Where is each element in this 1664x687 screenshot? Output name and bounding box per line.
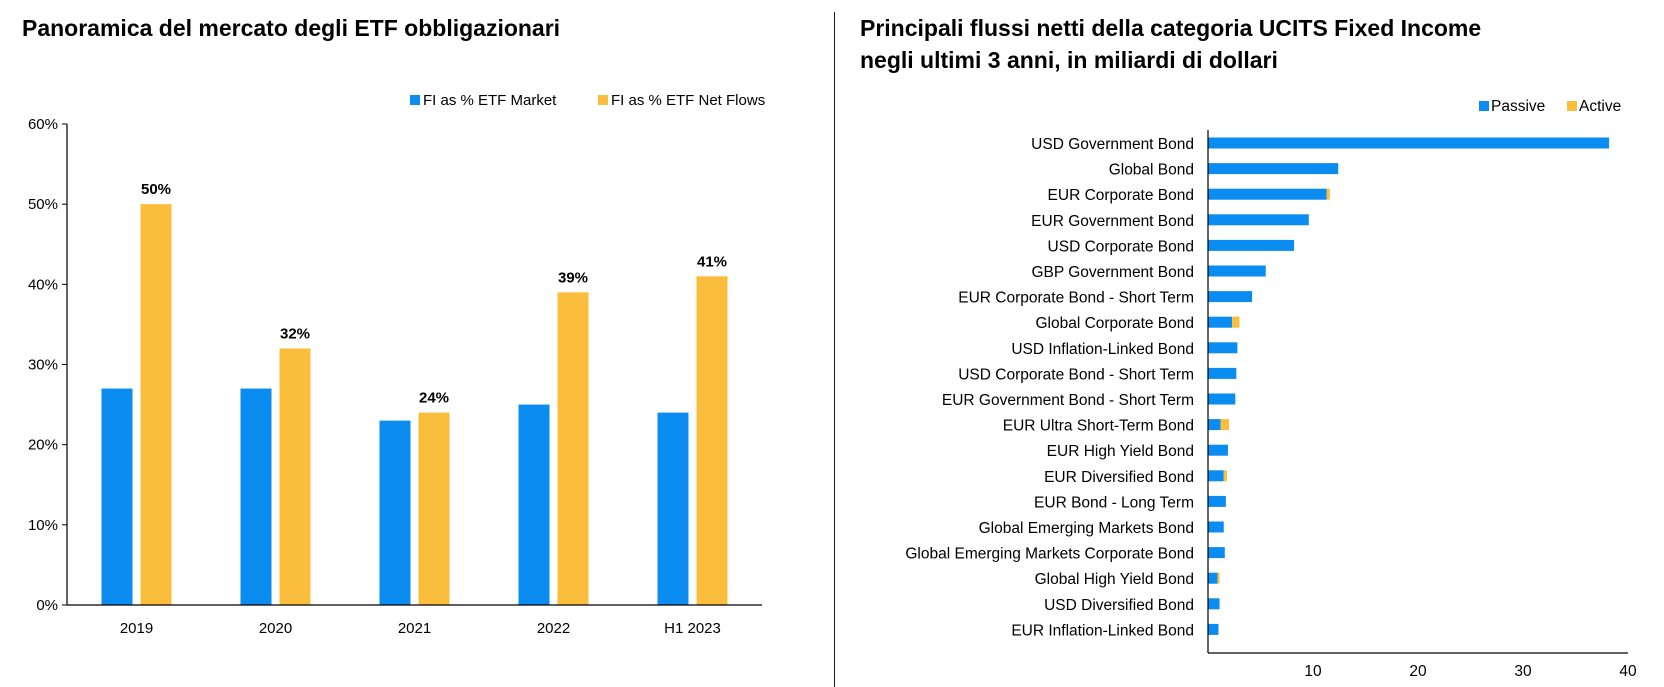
legend-swatch-passive	[1479, 101, 1489, 111]
category-label-gbp-government-bond: GBP Government Bond	[1031, 264, 1194, 281]
category-label-eur-government-bond: EUR Government Bond	[1031, 213, 1194, 230]
bar-passive-usd-inflation-linked-bond	[1208, 342, 1238, 354]
data-label-2022: 39%	[558, 269, 588, 286]
bar-fi-as-etf-market-2021	[379, 420, 411, 605]
category-label-global-emerging-markets-bond: Global Emerging Markets Bond	[979, 520, 1194, 537]
data-label-2020: 32%	[280, 325, 310, 342]
bar-active-global-high-yield-bond	[1217, 572, 1220, 584]
category-label-eur-high-yield-bond: EUR High Yield Bond	[1047, 443, 1194, 460]
bar-passive-global-emerging-markets-corporate-bond	[1208, 547, 1225, 559]
right-chart-title-line-1: Principali flussi netti della categoria …	[860, 15, 1482, 41]
bar-fi-as-etf-net-flows-2022	[557, 292, 589, 605]
category-label-eur-diversified-bond: EUR Diversified Bond	[1044, 469, 1194, 486]
bar-fi-as-etf-market-2019	[101, 388, 133, 605]
x-tick-label: 30	[1514, 663, 1532, 680]
y-tick-label: 10%	[28, 517, 58, 534]
left-chart-title: Panoramica del mercato degli ETF obbliga…	[22, 15, 561, 41]
bar-passive-global-emerging-markets-bond	[1208, 521, 1224, 533]
bar-passive-gbp-government-bond	[1208, 265, 1266, 277]
legend-swatch-fi-as-etf-market	[410, 95, 420, 105]
right-chart-title-line-2: negli ultimi 3 anni, in miliardi di doll…	[860, 47, 1278, 73]
left-bar-chart: 0% 10% 20% 30% 40% 50% 60% 50% 2019 32% 2020 24% 202…	[28, 92, 765, 637]
x-category-label: 2019	[120, 620, 153, 637]
y-tick-label: 0%	[36, 597, 58, 614]
legend-label-fi-as-etf-market: FI as % ETF Market	[423, 92, 557, 109]
x-tick-label: 40	[1619, 663, 1637, 680]
legend-swatch-active	[1567, 101, 1577, 111]
category-label-usd-government-bond: USD Government Bond	[1031, 136, 1194, 153]
bar-fi-as-etf-market-2020	[240, 388, 272, 605]
bar-passive-eur-corporate-bond	[1208, 188, 1327, 200]
category-label-global-high-yield-bond: Global High Yield Bond	[1035, 571, 1194, 588]
data-label-h1-2023: 41%	[697, 253, 727, 270]
category-label-eur-ultra-short-term-bond: EUR Ultra Short-Term Bond	[1003, 418, 1194, 435]
right-chart-title: Principali flussi netti della categoria …	[860, 12, 1560, 76]
category-label-eur-bond-long-term: EUR Bond - Long Term	[1034, 494, 1194, 511]
bar-passive-eur-government-bond-short-term	[1208, 393, 1236, 405]
bar-passive-eur-corporate-bond-short-term	[1208, 291, 1253, 303]
bar-passive-eur-bond-long-term	[1208, 495, 1226, 507]
bar-fi-as-etf-market-2022	[518, 404, 550, 605]
category-label-global-corporate-bond: Global Corporate Bond	[1035, 315, 1194, 332]
legend-label-passive: Passive	[1491, 98, 1545, 115]
y-tick-label: 50%	[28, 196, 58, 213]
x-category-label: 2021	[398, 620, 431, 637]
bar-passive-global-corporate-bond	[1208, 316, 1233, 328]
y-tick-label: 20%	[28, 437, 58, 454]
bar-fi-as-etf-market-h1-2023	[657, 412, 689, 605]
bar-active-global-corporate-bond	[1232, 316, 1240, 328]
bar-passive-eur-government-bond	[1208, 214, 1309, 226]
bar-fi-as-etf-net-flows-2021	[418, 412, 450, 605]
bar-active-eur-ultra-short-term-bond	[1220, 419, 1229, 431]
bar-passive-usd-government-bond	[1208, 137, 1610, 149]
legend-label-fi-as-etf-net-flows: FI as % ETF Net Flows	[611, 92, 765, 109]
category-label-usd-corporate-bond-short-term: USD Corporate Bond - Short Term	[958, 366, 1194, 383]
category-label-usd-corporate-bond: USD Corporate Bond	[1048, 238, 1194, 255]
bar-passive-eur-inflation-linked-bond	[1208, 623, 1219, 635]
y-tick-label: 40%	[28, 276, 58, 293]
data-label-2019: 50%	[141, 181, 171, 198]
category-label-global-emerging-markets-corporate-bond: Global Emerging Markets Corporate Bond	[905, 546, 1194, 563]
category-label-eur-corporate-bond: EUR Corporate Bond	[1048, 187, 1194, 204]
category-label-global-bond: Global Bond	[1109, 162, 1194, 179]
bar-passive-global-high-yield-bond	[1208, 572, 1218, 584]
bar-passive-eur-diversified-bond	[1208, 470, 1224, 482]
data-label-2021: 24%	[419, 390, 449, 407]
legend-swatch-fi-as-etf-net-flows	[598, 95, 608, 105]
y-tick-label: 60%	[28, 116, 58, 133]
x-category-label: 2022	[537, 620, 570, 637]
bar-passive-usd-corporate-bond	[1208, 239, 1295, 251]
bar-passive-usd-diversified-bond	[1208, 598, 1220, 610]
bar-active-eur-corporate-bond	[1326, 188, 1330, 200]
bar-fi-as-etf-net-flows-h1-2023	[696, 276, 728, 605]
bar-passive-global-bond	[1208, 163, 1339, 175]
bar-passive-eur-ultra-short-term-bond	[1208, 419, 1221, 431]
y-tick-label: 30%	[28, 357, 58, 374]
legend-label-active: Active	[1579, 98, 1621, 115]
bar-passive-usd-corporate-bond-short-term	[1208, 367, 1237, 379]
category-label-usd-inflation-linked-bond: USD Inflation-Linked Bond	[1011, 341, 1194, 358]
category-label-usd-diversified-bond: USD Diversified Bond	[1044, 597, 1194, 614]
bar-fi-as-etf-net-flows-2020	[279, 348, 311, 605]
x-tick-label: 10	[1304, 663, 1322, 680]
bar-passive-eur-high-yield-bond	[1208, 444, 1228, 456]
category-label-eur-inflation-linked-bond: EUR Inflation-Linked Bond	[1011, 622, 1194, 639]
bar-active-eur-diversified-bond	[1223, 470, 1227, 482]
x-category-label: 2020	[259, 620, 292, 637]
x-category-label: H1 2023	[664, 620, 721, 637]
x-tick-label: 20	[1409, 663, 1427, 680]
panel-divider	[834, 12, 835, 687]
bar-fi-as-etf-net-flows-2019	[140, 204, 172, 605]
category-label-eur-corporate-bond-short-term: EUR Corporate Bond - Short Term	[958, 290, 1194, 307]
category-label-eur-government-bond-short-term: EUR Government Bond - Short Term	[942, 392, 1194, 409]
